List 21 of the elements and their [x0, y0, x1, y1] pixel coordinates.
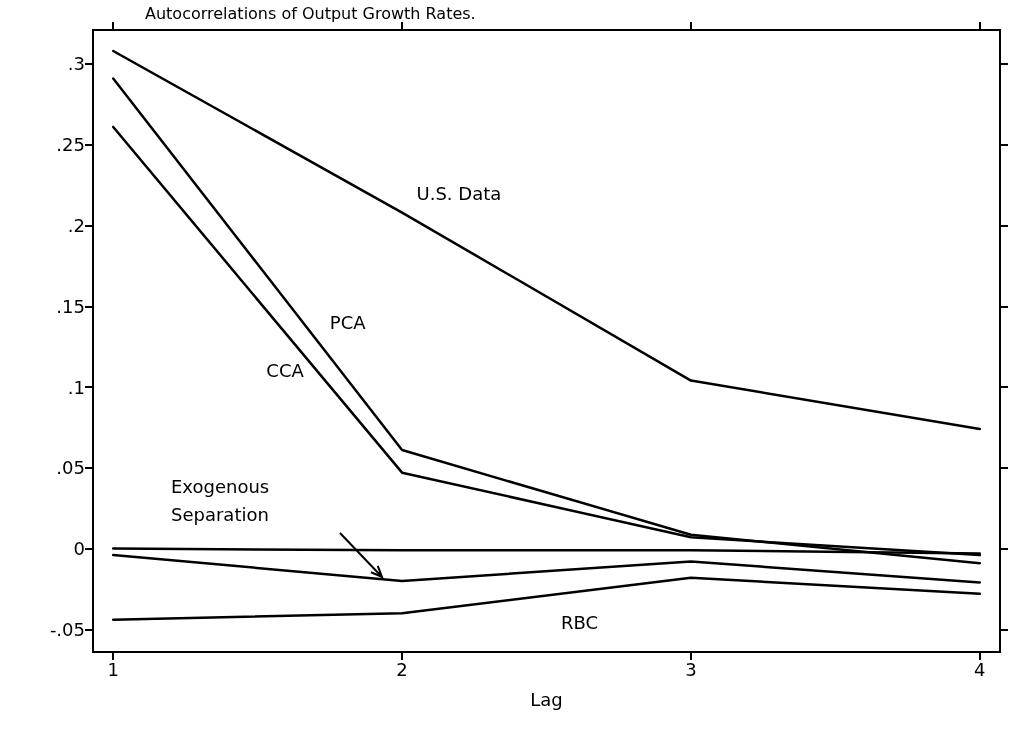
- series-label: U.S. Data: [416, 182, 502, 204]
- x-tick-label: 1: [107, 658, 119, 680]
- y-tick-label: .1: [67, 376, 85, 398]
- series-label: CCA: [266, 360, 305, 382]
- y-tick-label: 0: [73, 538, 85, 560]
- y-tick-label: .2: [67, 214, 85, 236]
- x-axis-title: Lag: [530, 688, 563, 710]
- y-tick-label: .05: [56, 457, 85, 479]
- series-label: PCA: [329, 311, 367, 333]
- x-tick-label: 4: [974, 658, 986, 680]
- chart-title: Autocorrelations of Output Growth Rates.: [145, 3, 476, 23]
- x-tick-label: 3: [685, 658, 697, 680]
- y-tick-label: .15: [56, 295, 85, 317]
- series-label: RBC: [560, 612, 599, 634]
- series-label: Exogenous Separation: [170, 475, 270, 525]
- line-series: [111, 49, 982, 431]
- y-tick-label: .3: [67, 53, 85, 75]
- y-tick-label: .25: [56, 134, 85, 156]
- line-series: [111, 553, 982, 584]
- y-tick-label: -.05: [49, 618, 85, 640]
- x-tick-label: 2: [396, 658, 408, 680]
